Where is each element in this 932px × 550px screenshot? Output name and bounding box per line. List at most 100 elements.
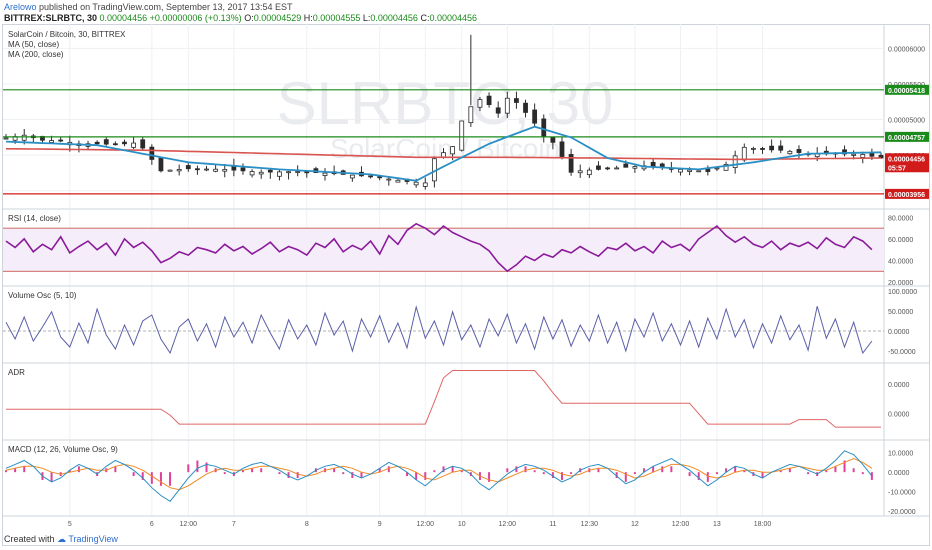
indicator-tick-label: -20.0000 [888, 509, 916, 516]
candle-body [632, 166, 638, 169]
macd-histogram-bar [287, 472, 290, 478]
macd-histogram-bar [688, 472, 691, 477]
price-pane-legend-item: MA (200, close) [8, 50, 64, 59]
candle-body [778, 145, 784, 151]
macd-histogram-bar [187, 464, 190, 473]
macd-line [5, 450, 873, 502]
candle-body [842, 149, 847, 155]
time-tick-label: 12:00 [417, 521, 435, 528]
candle-body [541, 118, 547, 138]
macd-histogram-bar [251, 468, 254, 473]
macd-histogram-bar [223, 472, 226, 475]
price-tick-label: 0.00005000 [888, 118, 925, 125]
candle-body [267, 169, 273, 173]
indicator-tick-label: -10.0000 [888, 490, 916, 497]
candle-body [732, 155, 738, 169]
macd-histogram-bar [643, 468, 646, 473]
macd-histogram-bar [169, 472, 172, 486]
macd-histogram-bar [697, 472, 700, 480]
close-label: C: [420, 13, 430, 23]
macd-histogram-bar [14, 468, 17, 473]
candle-body [605, 167, 610, 170]
candle-body [441, 152, 446, 158]
candle-body [304, 171, 310, 174]
candle-body [158, 157, 164, 172]
indicator-tick-label: -50.0000 [888, 349, 916, 356]
macd-histogram-bar [68, 470, 71, 473]
price-tag-label: 0.00003956 [888, 192, 925, 199]
candle-body [112, 143, 118, 146]
candle-body [495, 107, 501, 114]
macd-histogram-bar [460, 470, 463, 473]
time-tick-label: 12:30 [581, 521, 599, 528]
candle-body [249, 171, 255, 176]
candle-body [860, 154, 866, 158]
indicator-tick-label: 100.0000 [888, 289, 917, 296]
candle-body [750, 147, 756, 150]
symbol-ohlc-line: BITTREX:SLRBTC, 30 0.00004456 +0.0000000… [4, 13, 477, 23]
time-tick-label: 12:00 [672, 521, 690, 528]
indicator-tick-label: 0.0000 [888, 470, 910, 477]
macd-histogram-bar [451, 466, 454, 473]
candle-body [240, 167, 246, 172]
macd-signal-line [5, 458, 873, 491]
macd-histogram-bar [624, 472, 627, 482]
candle-body [195, 168, 200, 171]
footer: Created with ☁ TradingView [4, 534, 118, 545]
price-tick-label: 0.00006000 [888, 46, 925, 53]
indicator-tick-label: 0.0000 [888, 382, 910, 389]
candle-body [459, 120, 465, 151]
candle-body [696, 170, 702, 173]
indicator-tick-label: 0.0000 [888, 412, 910, 419]
last-price: 0.00004456 [99, 13, 148, 23]
macd-histogram-bar [5, 470, 7, 473]
candle-body [714, 167, 720, 170]
candle-body [741, 146, 747, 161]
candle-body [623, 163, 629, 168]
candle-body [58, 139, 64, 142]
candle-body [769, 145, 775, 151]
indicator-title: MACD (12, 26, Volume Osc, 9) [8, 445, 118, 454]
time-tick-label: 7 [232, 521, 236, 528]
price-tag-label: 0.00005418 [888, 88, 925, 95]
candle-body [185, 165, 191, 170]
tradingview-link[interactable]: TradingView [68, 534, 118, 544]
macd-histogram-bar [351, 472, 354, 478]
macd-histogram-bar [260, 468, 263, 473]
tradingview-logo-icon: ☁ [57, 534, 67, 544]
time-tick-label: 6 [150, 521, 154, 528]
candle-body [149, 146, 155, 160]
candle-body [413, 181, 419, 186]
indicator-title: RSI (14, close) [8, 214, 61, 223]
macd-histogram-bar [205, 462, 208, 473]
price-tag [885, 188, 929, 199]
macd-histogram-bar [296, 472, 299, 478]
macd-histogram-bar [333, 468, 336, 473]
candle-body [204, 168, 209, 171]
macd-histogram-bar [442, 466, 445, 473]
indicator-tick-label: 10.0000 [888, 451, 913, 458]
price-pane-legend-item: MA (50, close) [8, 40, 59, 49]
symbol-label: BITTREX:SLRBTC, 30 [4, 13, 98, 23]
macd-histogram-bar [661, 466, 664, 473]
macd-histogram-bar [342, 472, 345, 475]
candle-body [568, 154, 574, 173]
time-tick-label: 10 [458, 521, 466, 528]
candle-body [295, 171, 301, 173]
indicator-tick-label: 0.0000 [888, 329, 910, 336]
open-value: 0.00004529 [253, 13, 302, 23]
candle-body [167, 169, 173, 172]
macd-histogram-bar [433, 470, 436, 473]
macd-histogram-bar [761, 472, 764, 478]
time-tick-label: 18:00 [754, 521, 772, 528]
macd-histogram-bar [378, 468, 381, 473]
price-tag-label: 0.00004456 [888, 156, 925, 163]
candle-body [49, 140, 54, 143]
macd-histogram-bar [542, 472, 545, 475]
macd-histogram-bar [415, 472, 418, 480]
macd-histogram-bar [807, 472, 810, 475]
macd-histogram-bar [633, 472, 636, 475]
macd-histogram-bar [424, 472, 427, 480]
author-link[interactable]: Arelowo [4, 2, 37, 12]
